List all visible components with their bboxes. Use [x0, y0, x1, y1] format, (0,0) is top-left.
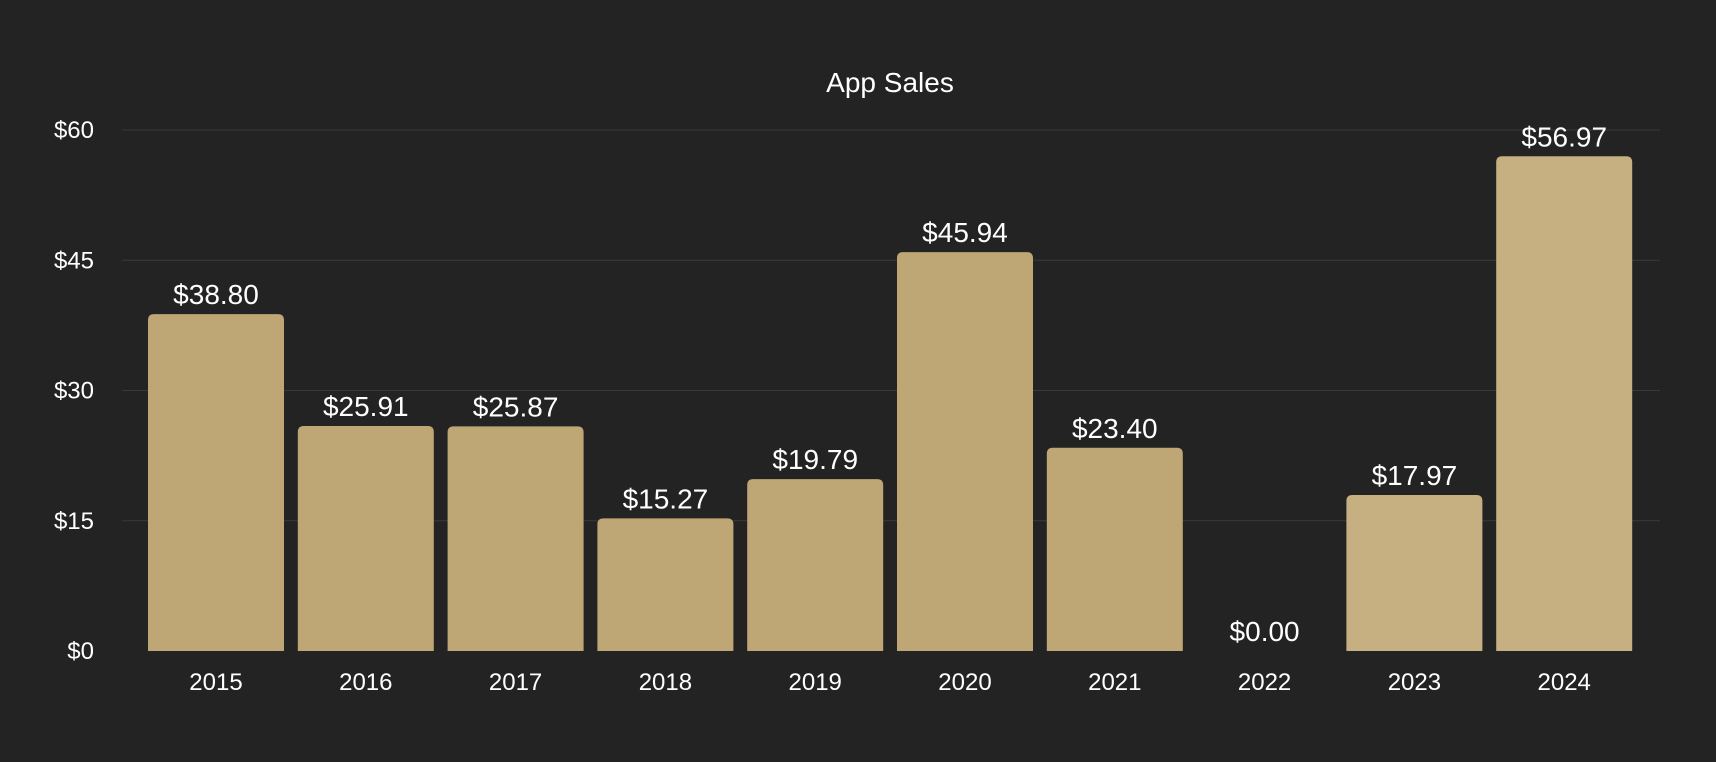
x-axis-ticks: 2015 2016 2017 2018 2019 2020 2021 2022 2023 2024 — [189, 669, 1591, 696]
x-tick-label-2023: 2023 — [1388, 669, 1441, 696]
data-label-2020: $45.94 — [922, 217, 1008, 248]
x-tick-label-2022: 2022 — [1238, 669, 1291, 696]
data-label-2019: $19.79 — [772, 444, 858, 475]
bar-2019 — [747, 479, 884, 651]
bar-2024 — [1496, 156, 1633, 652]
bar-2016 — [297, 426, 434, 651]
data-label-2023: $17.97 — [1372, 460, 1458, 491]
bars — [148, 156, 1633, 652]
data-label-2016: $25.91 — [323, 391, 409, 422]
data-label-2018: $15.27 — [623, 483, 709, 514]
bar-2015 — [148, 314, 284, 651]
data-label-2021: $23.40 — [1072, 413, 1158, 444]
bar-2018 — [597, 518, 734, 651]
y-tick-label: $0 — [67, 638, 94, 665]
chart-title: App Sales — [826, 67, 954, 98]
data-label-2024: $56.97 — [1521, 121, 1607, 152]
bar-2020 — [897, 252, 1033, 652]
y-tick-label: $45 — [54, 247, 94, 274]
y-tick-label: $60 — [54, 117, 94, 144]
x-tick-label-2017: 2017 — [489, 669, 542, 696]
data-label-2015: $38.80 — [173, 279, 259, 310]
data-label-2017: $25.87 — [473, 391, 559, 422]
y-tick-label: $30 — [54, 378, 94, 405]
data-label-2022: $0.00 — [1230, 616, 1300, 647]
bar-2023 — [1346, 494, 1483, 651]
x-tick-label-2024: 2024 — [1538, 669, 1591, 696]
data-labels: $38.80 $25.91 $25.87 $15.27 $19.79 $45.94 $23.… — [173, 121, 1607, 647]
x-tick-label-2020: 2020 — [938, 669, 991, 696]
y-tick-label: $15 — [54, 508, 94, 535]
x-tick-label-2018: 2018 — [639, 669, 692, 696]
bar-2017 — [447, 426, 584, 651]
bar-2021 — [1046, 447, 1183, 651]
x-tick-label-2021: 2021 — [1088, 669, 1141, 696]
x-tick-label-2019: 2019 — [789, 669, 842, 696]
x-tick-label-2015: 2015 — [189, 669, 242, 696]
y-axis-ticks: $0 $15 $30 $45 $60 — [54, 117, 94, 665]
x-tick-label-2016: 2016 — [339, 669, 392, 696]
